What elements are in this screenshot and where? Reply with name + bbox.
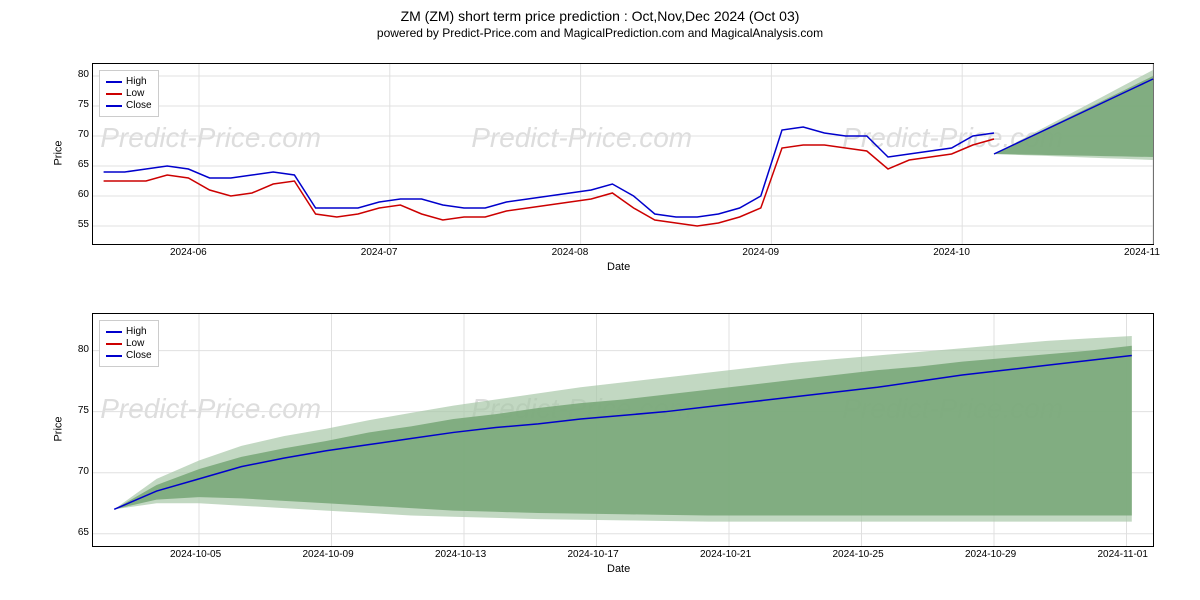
xtick-label: 2024-08: [552, 247, 589, 258]
ytick-label: 65: [78, 159, 89, 170]
legend-item: High: [106, 76, 152, 87]
xtick-label: 2024-10-21: [700, 549, 751, 560]
xlabel-top: Date: [607, 261, 630, 273]
chart-bottom: Predict-Price.comPredict-Price.comPredic…: [42, 305, 1160, 585]
legend-label: Low: [126, 88, 144, 99]
legend-item: Low: [106, 338, 152, 349]
legend-item: High: [106, 326, 152, 337]
legend-swatch: [106, 93, 122, 95]
ytick-label: 70: [78, 129, 89, 140]
xtick-label: 2024-11: [1124, 247, 1160, 258]
ytick-label: 60: [78, 189, 89, 200]
xtick-label: 2024-10-05: [170, 549, 221, 560]
xtick-label: 2024-11-01: [1098, 549, 1148, 560]
ylabel-bottom: Price: [53, 416, 65, 441]
ytick-label: 70: [78, 466, 89, 477]
ytick-label: 75: [78, 405, 89, 416]
ytick-label: 75: [78, 99, 89, 110]
legend-swatch: [106, 331, 122, 333]
chart-subtitle: powered by Predict-Price.com and Magical…: [0, 24, 1200, 40]
xtick-label: 2024-10-25: [833, 549, 884, 560]
legend-label: Close: [126, 350, 152, 361]
xlabel-bottom: Date: [607, 563, 630, 575]
xtick-label: 2024-09: [742, 247, 779, 258]
legend-label: High: [126, 326, 147, 337]
xtick-label: 2024-07: [361, 247, 398, 258]
legend-swatch: [106, 343, 122, 345]
legend-item: Close: [106, 100, 152, 111]
xtick-label: 2024-10-09: [303, 549, 354, 560]
plot-area-top: Predict-Price.comPredict-Price.comPredic…: [92, 63, 1154, 245]
legend-item: Low: [106, 88, 152, 99]
chart-title: ZM (ZM) short term price prediction : Oc…: [0, 0, 1200, 24]
ytick-label: 80: [78, 69, 89, 80]
legend-top: HighLowClose: [99, 70, 159, 117]
chart-svg-bottom: [93, 314, 1153, 546]
legend-swatch: [106, 355, 122, 357]
legend-swatch: [106, 81, 122, 83]
xtick-label: 2024-10-29: [965, 549, 1016, 560]
legend-label: Close: [126, 100, 152, 111]
xtick-label: 2024-10-13: [435, 549, 486, 560]
chart-svg-top: [93, 64, 1153, 244]
xtick-label: 2024-10: [933, 247, 970, 258]
legend-swatch: [106, 105, 122, 107]
chart-top: Predict-Price.comPredict-Price.comPredic…: [42, 55, 1160, 280]
ylabel-top: Price: [53, 140, 65, 165]
legend-label: High: [126, 76, 147, 87]
plot-area-bottom: Predict-Price.comPredict-Price.comPredic…: [92, 313, 1154, 547]
xtick-label: 2024-10-17: [568, 549, 619, 560]
legend-label: Low: [126, 338, 144, 349]
ytick-label: 80: [78, 344, 89, 355]
ytick-label: 55: [78, 219, 89, 230]
legend-item: Close: [106, 350, 152, 361]
xtick-label: 2024-06: [170, 247, 207, 258]
ytick-label: 65: [78, 527, 89, 538]
legend-bottom: HighLowClose: [99, 320, 159, 367]
